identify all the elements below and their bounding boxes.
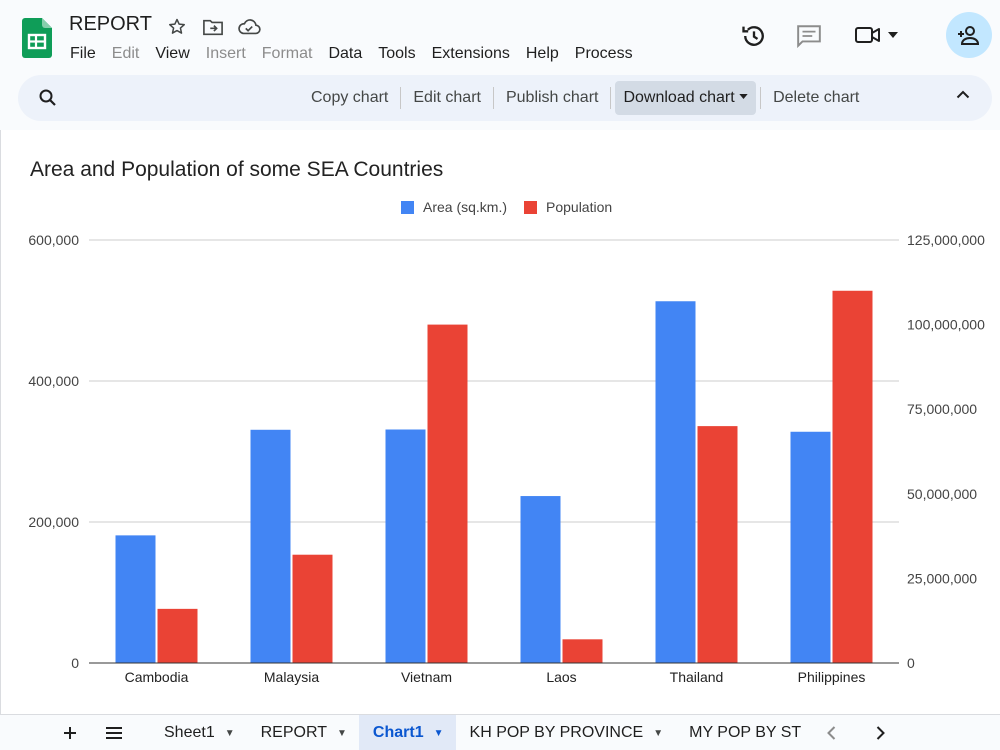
sheet-tab-label: Sheet1 (164, 724, 215, 741)
edit-chart-button[interactable]: Edit chart (413, 89, 481, 106)
menu-data[interactable]: Data (328, 45, 363, 62)
menu-file[interactable]: File (70, 45, 96, 62)
toolbar-divider (610, 87, 612, 109)
legend-swatch (401, 201, 414, 214)
share-button[interactable] (946, 12, 992, 58)
category-label: Philippines (798, 669, 866, 685)
right-axis-tick-label: 50,000,000 (907, 486, 977, 502)
bar-population-laos (562, 639, 603, 663)
toolbar-divider (492, 87, 494, 109)
download-chart-button[interactable]: Download chart (615, 81, 757, 115)
menu-insert[interactable]: Insert (205, 45, 246, 62)
chart-sheet: Area and Population of some SEA Countrie… (0, 130, 1000, 714)
sheet-tab-label: MY POP BY ST (689, 724, 802, 741)
chart-title: Area and Population of some SEA Countrie… (30, 158, 443, 181)
category-label: Laos (546, 669, 576, 685)
chart-toolbar: Copy chart Edit chart Publish chart Down… (18, 75, 992, 121)
right-axis-tick-label: 0 (907, 655, 915, 671)
right-axis-tick-label: 100,000,000 (907, 317, 985, 333)
category-label: Vietnam (401, 669, 452, 685)
add-sheet-button[interactable] (58, 721, 82, 745)
legend-swatch (524, 201, 537, 214)
menu-bar: File Edit View Insert Format Data Tools … (62, 43, 641, 65)
chevron-down-icon[interactable]: ▼ (653, 727, 664, 739)
bar-area-cambodia (115, 535, 156, 663)
chevron-left-icon[interactable] (822, 723, 842, 743)
right-axis-tick-label: 25,000,000 (907, 570, 977, 586)
left-axis-tick-label: 0 (71, 655, 79, 671)
menu-lines-icon (106, 727, 122, 739)
collapse-toolbar-icon[interactable] (956, 90, 970, 99)
left-axis-tick-label: 200,000 (28, 514, 79, 530)
bar-population-thailand (697, 426, 738, 663)
toolbar-divider (400, 87, 402, 109)
bar-area-philippines (790, 431, 831, 663)
add-person-icon (958, 26, 980, 45)
sheet-tab-kh-pop-by-province[interactable]: KH POP BY PROVINCE ▼ (456, 715, 676, 750)
video-camera-icon (855, 27, 880, 43)
chevron-down-icon[interactable]: ▼ (224, 727, 235, 739)
sheet-tab-report[interactable]: REPORT ▼ (247, 715, 359, 750)
bar-population-vietnam (427, 324, 468, 663)
chevron-right-icon[interactable] (870, 723, 890, 743)
sheet-tab-label: REPORT (260, 724, 328, 741)
delete-chart-button[interactable]: Delete chart (773, 89, 860, 106)
plus-icon (64, 727, 76, 739)
sheet-tabs: Sheet1 ▼ REPORT ▼ Chart1 ▼ KH POP BY PROVINCE ▼… (150, 715, 812, 750)
menu-view[interactable]: View (155, 45, 190, 62)
right-axis-tick-label: 75,000,000 (907, 401, 977, 417)
category-label: Thailand (670, 669, 724, 685)
copy-chart-button[interactable]: Copy chart (311, 89, 389, 106)
star-icon[interactable] (164, 16, 190, 38)
right-axis-tick-label: 125,000,000 (907, 232, 985, 248)
move-folder-icon[interactable] (200, 16, 226, 38)
search-icon[interactable] (38, 88, 58, 108)
chevron-down-icon (739, 93, 748, 99)
menu-tools[interactable]: Tools (378, 45, 416, 62)
header: REPORT File Edit View Insert Format Data… (0, 0, 1000, 74)
left-axis-tick-label: 400,000 (28, 373, 79, 389)
chevron-down-icon[interactable]: ▼ (433, 727, 444, 739)
bar-area-vietnam (385, 429, 426, 663)
sheet-tab-label: Chart1 (372, 724, 424, 741)
menu-extensions[interactable]: Extensions (431, 45, 510, 62)
sheet-tab-bar: Sheet1 ▼ REPORT ▼ Chart1 ▼ KH POP BY PROVINCE ▼… (0, 714, 1000, 750)
publish-chart-button[interactable]: Publish chart (505, 89, 599, 106)
bar-population-cambodia (157, 608, 198, 663)
category-label: Malaysia (264, 669, 319, 685)
menu-help[interactable]: Help (525, 45, 559, 62)
comment-icon[interactable] (796, 24, 822, 48)
sheet-tab-label: KH POP BY PROVINCE (469, 724, 644, 741)
cloud-saved-icon[interactable] (236, 16, 262, 38)
version-history-icon[interactable] (740, 22, 768, 50)
menu-edit[interactable]: Edit (111, 45, 140, 62)
bar-population-philippines (832, 290, 873, 663)
meet-button[interactable] (854, 24, 898, 46)
bar-area-thailand (655, 301, 696, 663)
bar-population-malaysia (292, 554, 333, 663)
bar-area-malaysia (250, 429, 291, 663)
menu-process[interactable]: Process (574, 45, 633, 62)
chevron-down-icon (888, 32, 898, 38)
left-axis-tick-label: 600,000 (28, 232, 79, 248)
toolbar-divider (760, 87, 762, 109)
sheets-logo-icon[interactable] (22, 18, 52, 58)
document-title[interactable]: REPORT (69, 13, 152, 35)
column-chart[interactable]: Area and Population of some SEA Countrie… (1, 130, 999, 714)
menu-format[interactable]: Format (261, 45, 313, 62)
category-label: Cambodia (125, 669, 189, 685)
legend-label: Area (sq.km.) (423, 199, 507, 215)
sheet-tab-sheet1[interactable]: Sheet1 ▼ (150, 715, 247, 750)
download-chart-label: Download chart (623, 89, 735, 106)
legend-label: Population (546, 199, 612, 215)
chevron-down-icon[interactable]: ▼ (337, 727, 347, 739)
sheet-tab-chart1[interactable]: Chart1 ▼ (358, 715, 456, 750)
all-sheets-button[interactable] (102, 721, 126, 745)
bar-area-laos (520, 496, 561, 663)
sheet-tab-my-pop-by-st[interactable]: MY POP BY ST (675, 715, 812, 750)
